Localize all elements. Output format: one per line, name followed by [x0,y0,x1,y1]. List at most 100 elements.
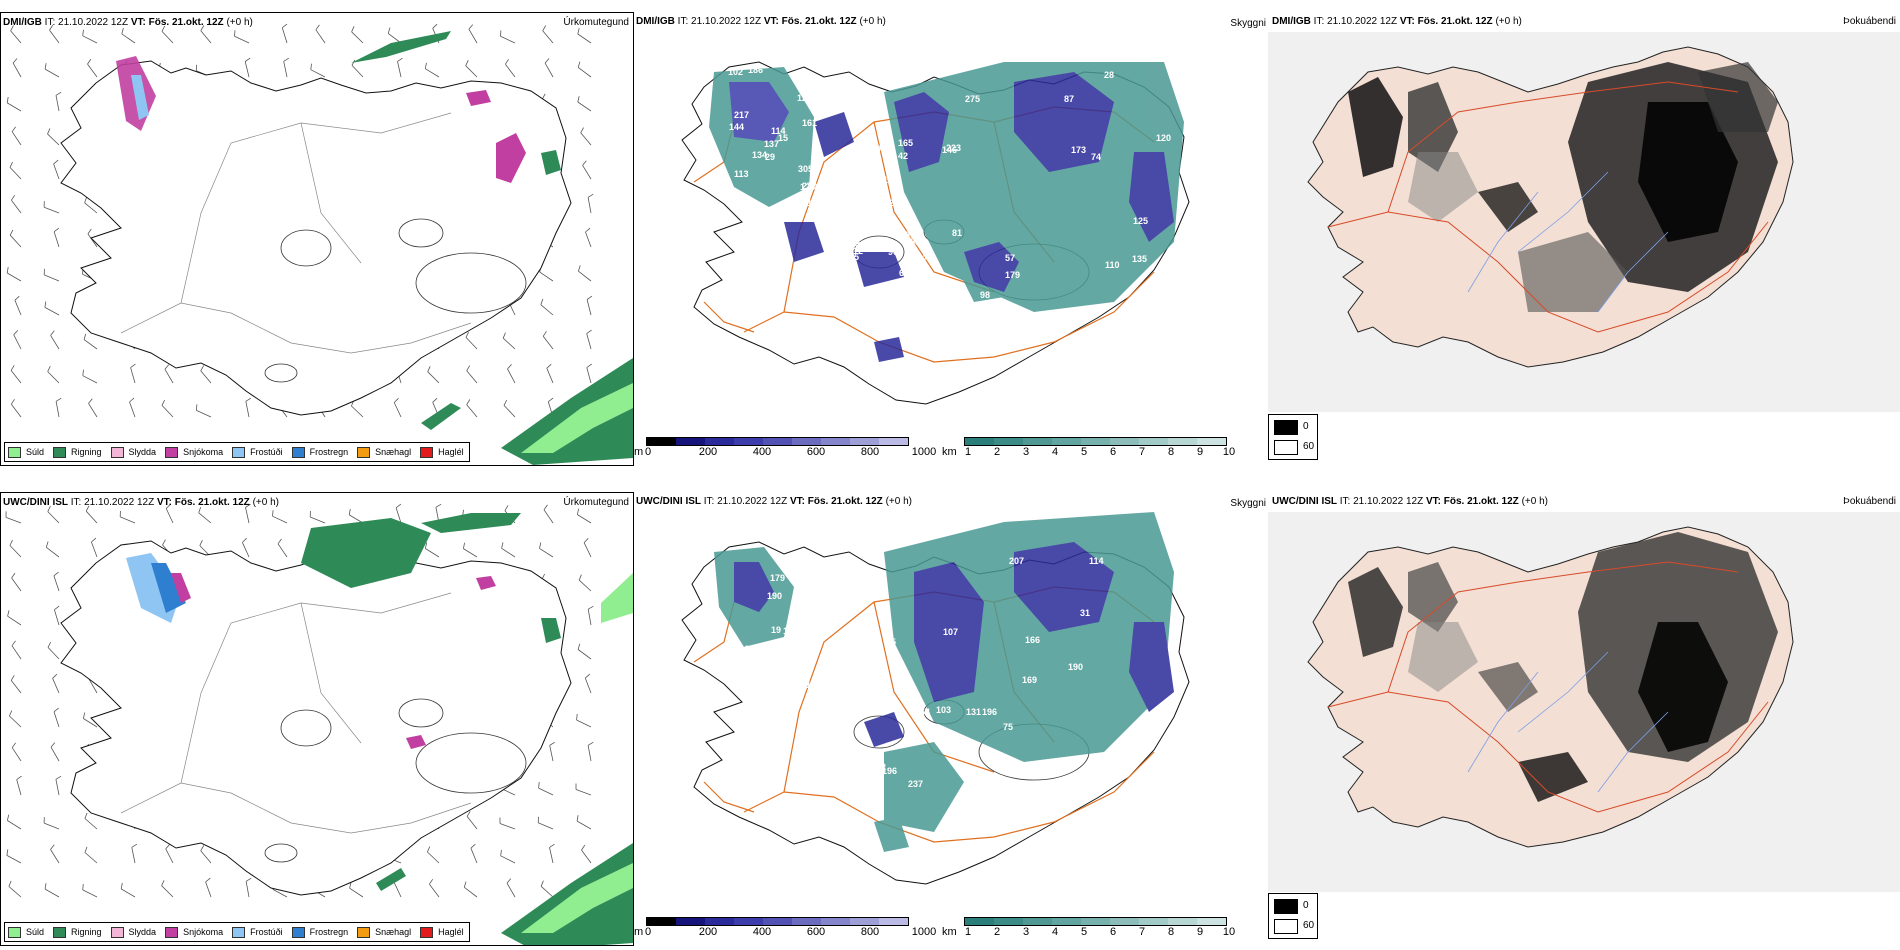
lead-time: (+0 h) [859,16,886,27]
wind-barb-flag [14,295,20,301]
wind-barb-flag [9,161,13,168]
visibility-label: 305 [832,616,847,626]
wind-barb-flag [586,295,593,300]
colorbar-cell [763,918,792,925]
visibility-label: 105 [806,680,821,690]
wind-barb-flag [543,504,548,511]
it-value: 21.10.2022 12Z [1327,16,1398,27]
wind-barb-flag [11,194,16,201]
visibility-label: 374 [835,216,850,226]
wind-barb [429,883,440,898]
visibility-panel-uwc: 113 114 235 75 19 107 105 52 67 31 102 103 163 166 169… [634,492,1266,944]
wind-barb [505,63,516,78]
legend-swatch [232,926,246,938]
wind-barb [50,335,60,350]
visibility-label: 12 [853,246,863,256]
it-label: IT: [70,497,82,508]
wind-barb-flag [120,882,123,889]
wind-barb [88,403,98,418]
it-label: IT: [1313,16,1325,27]
wind-barb [14,300,22,316]
colorbar-cell [879,918,908,925]
wind-barb-flag [242,537,247,543]
wind-barb [200,30,212,44]
visibility-label: 92 [807,695,817,705]
wind-barb [6,272,22,282]
wind-barb-flag [583,538,589,543]
visibility-label: 123 [989,299,1004,309]
legend-label: Slydda [128,927,157,937]
wind-barb-flag [588,605,594,610]
fog-legend-swatch-max [1274,420,1298,435]
fog-panel-uwc: UWC/DINI ISL IT: 21.10.2022 12Z VT: Fös.… [1268,492,1900,892]
wind-barb-flag [85,505,90,512]
wind-barb [43,822,60,830]
vt-value: Fös. 21.okt. 12Z [148,17,224,28]
fog-patches [709,62,1184,362]
visibility-label: 174 [807,198,822,208]
wind-barb-flag [50,330,55,336]
vt-value: Fös. 21.okt. 12Z [1417,16,1493,27]
wind-barb-flag [196,404,198,411]
wind-barb [587,609,592,626]
wind-barb-flag [544,58,550,64]
wind-barb-flag [52,673,58,679]
wind-barb-flag [16,775,22,780]
wind-barb-flag [310,63,312,70]
visibility-label: 190 [767,591,782,601]
wind-barb-flag [542,25,547,31]
visibility-label: 235 [813,608,828,618]
wind-barb-flag [283,57,290,62]
legend-label: Rigning [71,447,102,457]
wind-barb [283,61,288,78]
wind-barb [586,367,592,384]
colorbar-cell [792,918,821,925]
visibility-label: 131 [855,752,870,762]
legend-swatch [291,926,305,938]
vt-label: VT: [763,16,779,27]
vt-value: Fös. 21.okt. 12Z [807,496,883,507]
legend-swatch [110,446,124,458]
visibility-label: 161 [802,118,817,128]
wind-barb-flag [466,811,471,817]
rivers-blue [1467,171,1669,313]
fog-legend-swatch-min [1274,919,1298,934]
wind-barb-flag [53,159,59,165]
wind-barb-flag [87,228,92,235]
colorbar-cell [821,438,850,445]
colorbar-tick-m: 0 [644,446,652,458]
visibility-label: 165 [898,138,913,148]
wind-barb-flag [578,265,581,272]
wind-barb-flag [387,27,391,34]
visibility-label: 223 [946,143,961,153]
wind-barb-flag [53,227,60,233]
wind-barb-flag [13,330,19,335]
vt-label: VT: [156,497,172,508]
wind-barb-flag [84,197,87,203]
visibility-label: 296 [871,144,886,154]
colorbar-cell [1081,438,1110,445]
model-name: DMI/IGB [3,17,42,28]
model-name: UWC/DINI ISL [1272,496,1337,507]
colorbar-tick-km: 10 [1222,446,1236,458]
wind-barb-flag [50,742,56,748]
lead-time: (+0 h) [1495,16,1522,27]
wind-barb-flag [55,91,62,96]
wind-barb-flag [9,710,13,717]
wind-barb-flag [10,675,15,681]
wind-barb [10,404,22,418]
wind-barb-flag [198,506,202,513]
visibility-label: 173 [1071,145,1086,155]
wind-barb [84,852,98,864]
colorbar-cell [965,438,994,445]
wind-barb [546,368,554,384]
legend-label: Slydda [128,447,157,457]
legend-item-snaehagl: Snæhagl [357,446,411,458]
wind-barb-flag [586,363,592,368]
wind-barb [466,370,478,384]
fog-shading [1348,62,1778,312]
wind-barb-flag [432,23,438,29]
wind-barb [470,848,478,864]
it-label: IT: [1339,496,1351,507]
wind-barb-flag [506,878,512,884]
